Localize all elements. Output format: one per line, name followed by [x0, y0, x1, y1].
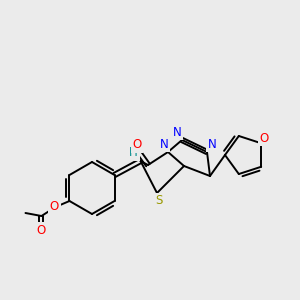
Text: O: O — [132, 139, 142, 152]
Text: O: O — [37, 224, 46, 236]
Text: H: H — [129, 146, 138, 160]
Text: O: O — [50, 200, 59, 212]
Text: N: N — [172, 125, 182, 139]
Text: N: N — [160, 137, 168, 151]
Text: N: N — [208, 137, 216, 151]
Text: O: O — [260, 132, 269, 145]
Text: S: S — [155, 194, 163, 208]
